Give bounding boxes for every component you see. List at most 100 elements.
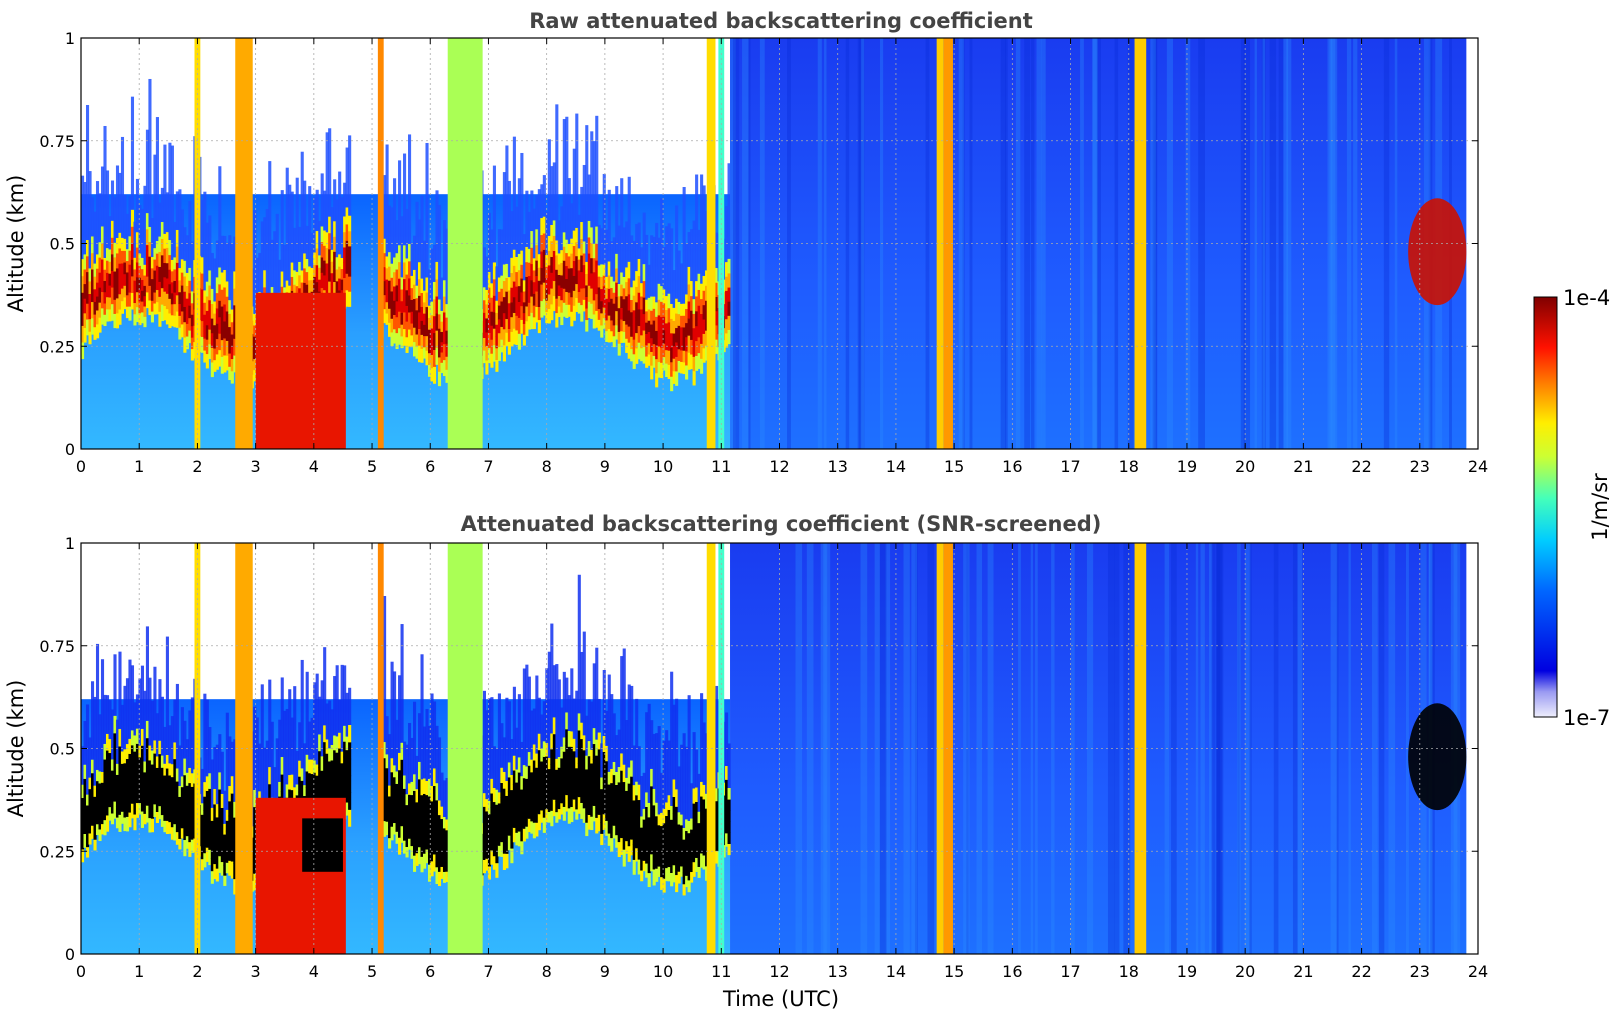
heat-cell xyxy=(425,277,429,293)
heat-cell xyxy=(388,308,392,323)
heat-cell xyxy=(692,220,696,300)
heat-cell xyxy=(153,248,157,260)
heat-cell xyxy=(595,276,599,295)
heat-cell xyxy=(442,871,447,883)
heat-cell xyxy=(123,194,127,239)
heat-cell xyxy=(390,207,394,264)
heat-cell xyxy=(178,291,182,305)
heat-cell xyxy=(188,317,192,331)
heat-cell xyxy=(617,283,621,297)
heat-cell xyxy=(313,252,317,265)
heat-band xyxy=(235,543,253,954)
heat-cell xyxy=(398,675,402,753)
heat-cell xyxy=(383,252,387,268)
heat-cell xyxy=(507,701,511,763)
heat-cell xyxy=(627,814,631,831)
heat-cell xyxy=(530,296,534,313)
heat-cell xyxy=(160,767,164,780)
heat-cell xyxy=(103,280,107,293)
heat-cell xyxy=(577,763,581,781)
heat-cell xyxy=(208,285,212,301)
heat-cell xyxy=(288,285,292,300)
heat-cell xyxy=(650,836,654,855)
heat-cell xyxy=(225,340,229,356)
heat-cell xyxy=(385,754,389,769)
heat-cell xyxy=(417,812,422,831)
heat-cell xyxy=(505,795,509,811)
x-tick-label: 3 xyxy=(251,962,261,981)
heat-cell xyxy=(617,767,621,783)
heat-cell xyxy=(725,318,729,334)
heat-cell xyxy=(210,288,214,304)
heat-cell xyxy=(657,346,661,363)
heat-cell xyxy=(437,800,442,816)
heat-cell xyxy=(510,833,514,849)
heat-cell xyxy=(325,753,329,768)
heat-cell xyxy=(672,779,676,798)
heat-cell xyxy=(308,279,312,294)
heat-cell xyxy=(383,308,387,324)
heat-cell xyxy=(225,310,229,327)
heat-cell xyxy=(173,742,177,760)
heat-cell xyxy=(655,372,659,388)
heat-cell xyxy=(497,792,501,804)
heat-cell xyxy=(308,772,312,787)
heat-cell xyxy=(190,241,194,292)
heat-cell xyxy=(320,173,324,227)
heat-cell xyxy=(432,244,437,282)
heat-cell xyxy=(163,291,167,307)
heat-cell xyxy=(318,255,322,268)
heat-cell xyxy=(580,754,584,772)
heat-cell xyxy=(343,772,347,789)
heat-cell xyxy=(103,819,107,836)
heat-cell xyxy=(140,745,145,763)
heat-cell xyxy=(625,309,629,325)
heat-cell xyxy=(545,769,549,783)
heat-cell xyxy=(125,801,130,817)
heat-texture xyxy=(1346,38,1352,449)
heat-cell xyxy=(230,370,234,384)
heat-cell xyxy=(642,839,646,851)
heat-texture xyxy=(1086,543,1094,954)
heat-cell xyxy=(432,332,437,350)
heat-cell xyxy=(345,788,349,803)
heat-cell xyxy=(105,296,110,310)
heat-cell xyxy=(435,330,439,348)
heat-cell xyxy=(253,358,257,371)
heat-cell xyxy=(90,301,95,319)
heat-cell xyxy=(537,280,541,294)
heat-cell xyxy=(385,290,389,303)
y-axis-label: Altitude (km) xyxy=(4,175,28,313)
heat-cell xyxy=(130,730,135,746)
heat-cell xyxy=(188,841,192,857)
heat-cell xyxy=(550,224,554,242)
heat-cell xyxy=(105,272,110,286)
heat-cell xyxy=(700,343,704,359)
heat-cell xyxy=(690,818,694,830)
heat-cell xyxy=(100,782,105,794)
heat-cell xyxy=(542,233,546,250)
heat-cell xyxy=(532,269,536,283)
heat-cell xyxy=(85,836,90,848)
heat-cell xyxy=(637,342,641,360)
heat-cell xyxy=(622,309,626,322)
heat-cell xyxy=(115,806,120,818)
heat-cell xyxy=(105,814,110,832)
heat-cell xyxy=(692,342,696,357)
heat-cell xyxy=(505,780,509,796)
heat-cell xyxy=(180,827,184,839)
heat-cell xyxy=(333,236,337,252)
heat-cell xyxy=(502,836,506,854)
heat-cell xyxy=(555,269,559,285)
heat-cell xyxy=(677,871,681,884)
heat-cell xyxy=(440,331,444,343)
heat-cell xyxy=(415,755,419,790)
heat-cell xyxy=(215,277,219,294)
heat-cell xyxy=(650,785,654,804)
heat-cell xyxy=(310,232,314,268)
heat-cell xyxy=(630,348,634,362)
heat-cell xyxy=(113,256,117,272)
heat-cell xyxy=(183,823,187,841)
heat-cell xyxy=(220,272,224,290)
heat-cell xyxy=(492,842,496,857)
